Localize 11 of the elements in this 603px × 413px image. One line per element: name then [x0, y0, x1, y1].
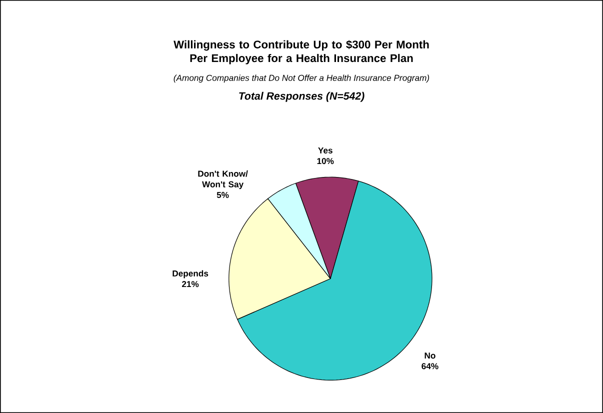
slice-label: Don't Know/ Won't Say: [198, 170, 248, 190]
slice-label: No: [424, 352, 436, 359]
data-label: 10%: [317, 158, 334, 164]
chart-title: Willingness to Contribute Up to $300 Per Month Per Employee for a Health Insurance Plan: [174, 40, 429, 64]
data-label: 64%: [422, 363, 438, 370]
slice-label: Depends: [172, 270, 208, 278]
slice-label: Yes: [318, 147, 332, 154]
data-label: 5%: [216, 192, 229, 198]
data-label: 21%: [182, 281, 199, 288]
text: Total Responses (N=542): [239, 92, 364, 102]
chart-subtitle: (Among Companies that Do Not Offer a Health Insurance Program): [174, 74, 430, 83]
